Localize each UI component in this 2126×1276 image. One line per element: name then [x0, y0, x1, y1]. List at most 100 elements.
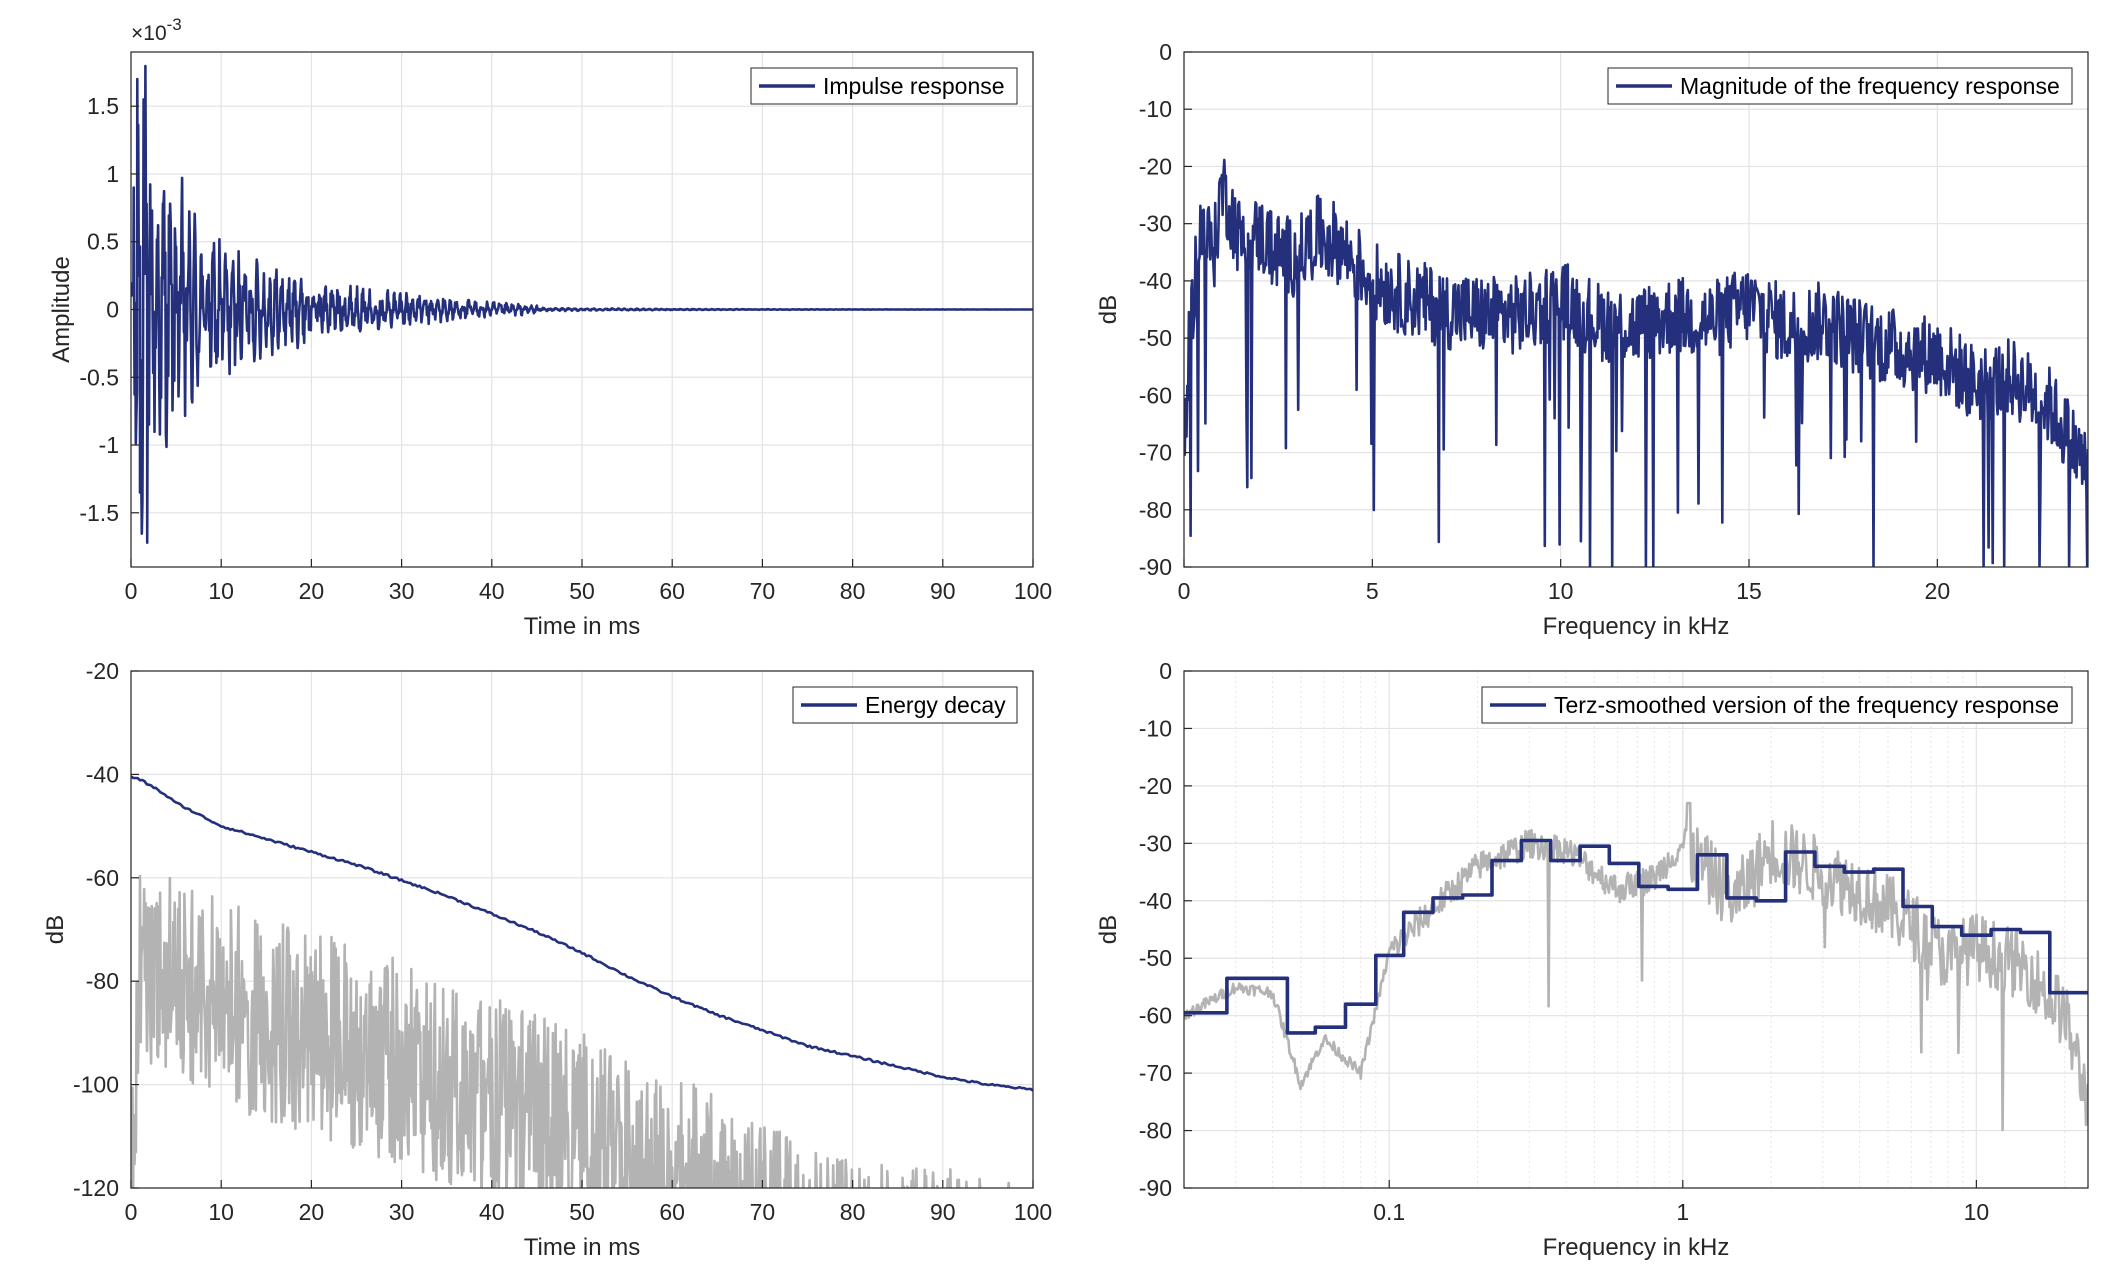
x-tick-label: 0	[1178, 578, 1191, 604]
y-tick-label: -70	[1139, 1060, 1172, 1086]
legend-label: Energy decay	[865, 692, 1006, 718]
chart-magnitude: 0 5 10 15 20 -90 -80 -70 -60 -50 -40 -30 -20 -10 0 Freq…	[1095, 39, 2089, 640]
y-tick-label: -1	[99, 432, 119, 458]
x-tick-label: 15	[1736, 578, 1762, 604]
y-tick-label: -70	[1139, 440, 1172, 466]
axes-box	[1183, 51, 2089, 568]
y-tick-label: -120	[73, 1175, 119, 1201]
y-tick-label: -20	[1139, 153, 1172, 179]
x-tick-label: 0	[125, 578, 138, 604]
y-tick-label: 1	[106, 161, 119, 187]
legend-label: Magnitude of the frequency response	[1680, 73, 2060, 99]
x-tick-label: 20	[1925, 578, 1951, 604]
scale-exponent: ×10-3	[131, 15, 182, 45]
x-tick-label: 40	[479, 578, 505, 604]
x-tick-label: 1	[1676, 1199, 1689, 1225]
series-line-primary	[1184, 838, 2088, 1035]
legend-box	[1481, 686, 2073, 724]
x-axis-label: Time in ms	[524, 1234, 640, 1261]
series-group	[1184, 801, 2088, 1132]
y-tick-label: -80	[1139, 497, 1172, 523]
x-axis-label: Frequency in kHz	[1543, 613, 1730, 640]
x-tick-label: 10	[1548, 578, 1574, 604]
legend: Terz-smoothed version of the frequency r…	[1481, 686, 2073, 724]
y-axis-label: dB	[1095, 295, 1122, 324]
x-tick-label: 80	[840, 578, 866, 604]
y-tick-label: -90	[1139, 1175, 1172, 1201]
x-tick-label: 10	[208, 1199, 234, 1225]
x-tick-label: 80	[840, 1199, 866, 1225]
legend-label: Impulse response	[823, 73, 1005, 99]
series-line-primary	[131, 64, 1033, 544]
series-line-primary	[1184, 158, 2088, 567]
y-tick-label: -90	[1139, 554, 1172, 580]
y-axis-label: dB	[42, 915, 69, 944]
x-tick-label: 10	[1964, 1199, 1990, 1225]
x-tick-label: 30	[389, 578, 415, 604]
y-tick-label: -20	[1139, 773, 1172, 799]
y-tick-label: -20	[86, 658, 119, 684]
series-group	[1184, 158, 2088, 567]
y-tick-label: -40	[1139, 888, 1172, 914]
x-axis-label: Frequency in kHz	[1543, 1234, 1730, 1261]
series-group	[131, 775, 1033, 1188]
legend-box	[1607, 67, 2073, 105]
y-axis-label: Amplitude	[48, 256, 75, 363]
legend: Magnitude of the frequency response	[1607, 67, 2073, 105]
chart-energy: 0 10 20 30 40 50 60 70 80 90 100 -120 -100 -80 -60 -40 -…	[42, 658, 1052, 1261]
x-tick-label: 20	[299, 578, 325, 604]
y-tick-label: -60	[1139, 1003, 1172, 1029]
y-tick-label: -60	[86, 865, 119, 891]
x-tick-label: 70	[750, 1199, 776, 1225]
y-tick-label: -80	[1139, 1118, 1172, 1144]
x-tick-label: 50	[569, 578, 595, 604]
y-tick-label: -0.5	[79, 364, 119, 390]
legend: Impulse response	[750, 67, 1018, 105]
chart-impulse: 0 10 20 30 40 50 60 70 80 90 100 -1.5 -1 -0.5 0 0.5 1 1.5…	[48, 15, 1052, 640]
series-line-grey	[1184, 801, 2088, 1132]
y-tick-label: 0	[1159, 39, 1172, 65]
y-tick-label: -80	[86, 968, 119, 994]
y-tick-label: 1.5	[87, 93, 119, 119]
x-tick-label: 20	[299, 1199, 325, 1225]
legend-label: Terz-smoothed version of the frequency r…	[1554, 692, 2059, 718]
x-axis-label: Time in ms	[524, 613, 640, 640]
x-tick-label: 60	[659, 578, 685, 604]
y-tick-label: -50	[1139, 325, 1172, 351]
y-tick-label: -40	[86, 761, 119, 787]
x-tick-label: 100	[1014, 578, 1052, 604]
x-tick-label: 50	[569, 1199, 595, 1225]
series-line-grey	[131, 874, 1011, 1188]
scale-exponent-value: -3	[167, 15, 182, 34]
y-tick-label: -60	[1139, 382, 1172, 408]
x-tick-label: 0	[125, 1199, 138, 1225]
y-tick-label: -1.5	[79, 500, 119, 526]
legend: Energy decay	[792, 686, 1018, 724]
y-tick-label: -30	[1139, 830, 1172, 856]
x-tick-label: 70	[750, 578, 776, 604]
x-tick-label: 5	[1366, 578, 1379, 604]
y-tick-label: -40	[1139, 268, 1172, 294]
series-line-primary	[131, 775, 1033, 1092]
chart-terz: 0.1 1 10 -90 -80 -70 -60 -50 -40 -30 -20 -10 0 Freque…	[1095, 658, 2089, 1261]
x-tick-label: 90	[930, 1199, 956, 1225]
y-tick-label: -100	[73, 1072, 119, 1098]
scale-factor: ×10	[131, 22, 167, 45]
x-tick-label: 100	[1014, 1199, 1052, 1225]
x-tick-label: 30	[389, 1199, 415, 1225]
x-tick-label: 10	[208, 578, 234, 604]
y-tick-label: -50	[1139, 945, 1172, 971]
y-tick-label: -10	[1139, 96, 1172, 122]
y-tick-label: -30	[1139, 211, 1172, 237]
minor-grid	[1235, 671, 2066, 1188]
series-group	[131, 64, 1033, 544]
y-tick-label: 0	[106, 297, 119, 323]
y-tick-label: 0	[1159, 658, 1172, 684]
y-axis-label: dB	[1095, 915, 1122, 944]
x-tick-label: 40	[479, 1199, 505, 1225]
x-tick-label: 90	[930, 578, 956, 604]
axes-box	[1183, 670, 2089, 1189]
y-tick-label: 0.5	[87, 229, 119, 255]
x-tick-label: 0.1	[1373, 1199, 1405, 1225]
